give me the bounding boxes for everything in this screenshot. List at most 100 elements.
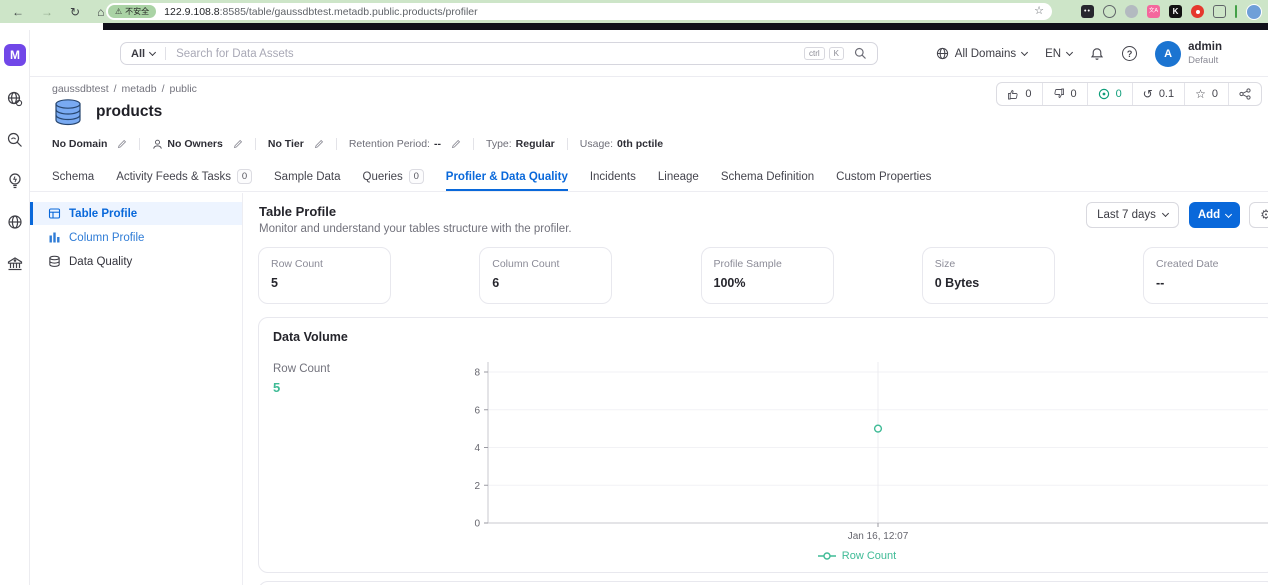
- page-title: products: [96, 103, 163, 120]
- antenna-extension-icon[interactable]: [1103, 5, 1116, 18]
- section-subtitle: Monitor and understand your tables struc…: [259, 223, 572, 235]
- chart-title: Data Volume: [273, 330, 348, 344]
- tab-schema[interactable]: Schema: [52, 170, 95, 183]
- version-history-button[interactable]: ↺ 0.1: [1131, 83, 1184, 105]
- language-selector[interactable]: EN: [1045, 48, 1074, 60]
- search-scope-select[interactable]: All: [131, 48, 157, 60]
- url-path: :8585/table/gaussdbtest.metadb.public.pr…: [219, 5, 478, 18]
- govern-icon[interactable]: [6, 255, 24, 273]
- chart-legend[interactable]: Row Count: [445, 550, 1268, 562]
- edit-domain-icon[interactable]: [117, 139, 127, 149]
- browser-back-icon[interactable]: ←: [12, 4, 24, 19]
- subnav-column-profile[interactable]: Column Profile: [30, 226, 242, 249]
- tab-lineage[interactable]: Lineage: [657, 170, 699, 183]
- browser-profile-avatar[interactable]: [1246, 3, 1262, 20]
- ctrl-key-badge: ctrl: [803, 47, 825, 60]
- tier-label: No Tier: [267, 138, 304, 150]
- search-icon[interactable]: [854, 47, 867, 60]
- left-rail: M: [0, 30, 30, 585]
- legend-line-icon: [817, 552, 836, 560]
- y-tick-2: 2: [474, 481, 480, 492]
- tab-count-badge: 0: [408, 169, 424, 184]
- translate-extension-icon[interactable]: 文A: [1147, 5, 1160, 18]
- add-button[interactable]: Add: [1189, 202, 1240, 228]
- owners-label: No Owners: [167, 138, 223, 150]
- tab-sample-data[interactable]: Sample Data: [274, 170, 341, 183]
- openmetadata-logo[interactable]: M: [4, 44, 26, 66]
- share-button[interactable]: [1228, 83, 1261, 105]
- domains-icon[interactable]: [6, 213, 24, 231]
- downvote-button[interactable]: 0: [1041, 83, 1087, 105]
- warning-icon: ⚠: [115, 7, 123, 16]
- edit-owners-icon[interactable]: [233, 139, 243, 149]
- usage-value: 0th pctile: [617, 138, 664, 150]
- globe-extension-icon[interactable]: [1125, 5, 1138, 18]
- global-search[interactable]: All ctrl K: [120, 42, 878, 65]
- tab-incidents[interactable]: Incidents: [589, 170, 636, 183]
- y-tick-4: 4: [474, 443, 480, 454]
- profile-score-button[interactable]: 0: [1086, 83, 1132, 105]
- browser-home-icon[interactable]: ⌂: [97, 4, 105, 19]
- browser-reload-icon[interactable]: ↻: [70, 4, 81, 19]
- k-key-badge: K: [828, 47, 844, 60]
- puzzle-extension-icon[interactable]: [1213, 5, 1226, 18]
- thumbs-down-icon: [1053, 88, 1064, 99]
- gear-icon: ⚙: [1260, 207, 1268, 222]
- observability-icon[interactable]: [6, 131, 24, 149]
- data-point-row-count[interactable]: [873, 424, 883, 433]
- breadcrumb-database[interactable]: metadb: [121, 83, 157, 95]
- section-title: Table Profile: [259, 204, 337, 219]
- tab-profiler-data-quality[interactable]: Profiler & Data Quality: [446, 162, 568, 191]
- search-input[interactable]: [176, 47, 804, 60]
- notifications-button[interactable]: [1090, 47, 1104, 61]
- user-name: admin: [1188, 40, 1222, 53]
- tab-schema-definition[interactable]: Schema Definition: [720, 170, 815, 183]
- tab-activity-feeds[interactable]: Activity Feeds & Tasks 0: [116, 162, 253, 191]
- profiler-main: Table Profile Monitor and understand you…: [243, 193, 1268, 585]
- row-count-chart: 8 6 4 2 0 Jan 16, 12:07: [474, 362, 1268, 542]
- app-header: All ctrl K All Domains EN ? A adminDefau…: [30, 30, 1268, 77]
- explore-icon[interactable]: [6, 90, 24, 108]
- data-volume-card: Data Volume Row Count 5: [258, 317, 1268, 573]
- bookmark-star-icon[interactable]: ☆: [1034, 5, 1044, 17]
- row-count-card: Row Count 5: [258, 247, 391, 304]
- chart-summary-value: 5: [273, 380, 281, 395]
- follow-button[interactable]: ☆ 0: [1184, 83, 1228, 105]
- type-label: Type:: [485, 138, 512, 150]
- browser-forward-icon[interactable]: →: [41, 4, 53, 19]
- owner-icon: [153, 139, 163, 149]
- edit-retention-icon[interactable]: [451, 139, 461, 149]
- table-entity-icon: [55, 99, 81, 126]
- address-bar[interactable]: ⚠ 不安全 122.9.108.8 :8585/table/gaussdbtest…: [106, 3, 1052, 20]
- tab-custom-properties[interactable]: Custom Properties: [836, 170, 932, 183]
- time-range-select[interactable]: Last 7 days: [1086, 202, 1179, 228]
- subnav-table-profile[interactable]: Table Profile: [30, 202, 242, 225]
- retention-value: --: [433, 138, 441, 150]
- subnav-data-quality[interactable]: Data Quality: [30, 250, 242, 273]
- breadcrumb-schema[interactable]: public: [169, 83, 197, 95]
- chevron-down-icon: [1066, 48, 1074, 56]
- user-menu[interactable]: A admin Default: [1155, 40, 1222, 67]
- tab-queries[interactable]: Queries 0: [363, 162, 424, 191]
- globe-icon: [936, 47, 948, 60]
- chevron-down-icon: [149, 48, 157, 56]
- insights-icon[interactable]: [6, 172, 24, 190]
- security-badge[interactable]: ⚠ 不安全: [108, 5, 157, 18]
- help-button[interactable]: ?: [1122, 46, 1138, 61]
- upvote-button[interactable]: 0: [997, 83, 1041, 105]
- kagi-extension-icon[interactable]: K: [1169, 5, 1182, 18]
- browser-toolbar: ← → ↻ ⌂ ⚠ 不安全 122.9.108.8 :8585/table/gau…: [0, 0, 1268, 23]
- dark-dots-extension-icon[interactable]: ••: [1081, 5, 1094, 18]
- settings-button[interactable]: ⚙: [1249, 202, 1268, 228]
- profile-sample-card: Profile Sample 100%: [700, 247, 834, 304]
- chevron-down-icon: [1021, 48, 1029, 56]
- tab-count-badge: 0: [237, 169, 253, 184]
- breadcrumb-service[interactable]: gaussdbtest: [52, 83, 109, 95]
- star-icon: ☆: [1195, 87, 1206, 101]
- entity-stats-group: 0 0 0 ↺ 0.1 ☆ 0: [996, 82, 1262, 106]
- domains-selector[interactable]: All Domains: [936, 47, 1029, 60]
- edit-tier-icon[interactable]: [314, 139, 324, 149]
- shield-extension-icon[interactable]: [1191, 5, 1204, 18]
- chevron-down-icon: [1225, 210, 1233, 218]
